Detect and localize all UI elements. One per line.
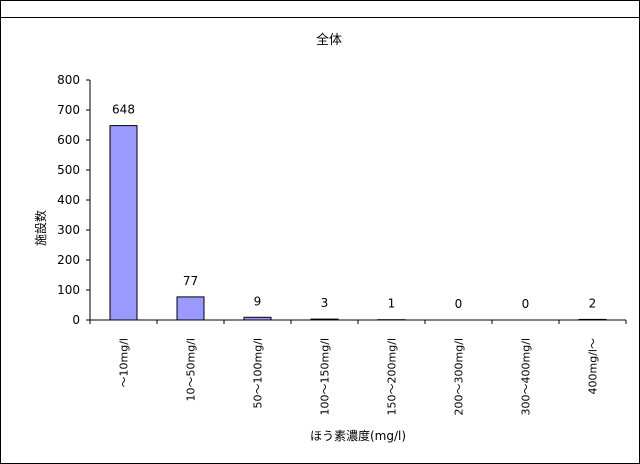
- y-tick-label: 700: [57, 103, 80, 117]
- x-axis-title: ほう素濃度(mg/l): [310, 428, 406, 443]
- bar: [578, 318, 607, 321]
- x-tick-label: 10～50mg/l: [185, 338, 198, 401]
- y-tick-label: 300: [57, 223, 80, 237]
- y-tick-label: 600: [57, 133, 80, 147]
- bar: [176, 296, 205, 321]
- data-label: 9: [254, 294, 262, 308]
- data-label: 1: [388, 297, 396, 311]
- y-tick-label: 200: [57, 253, 80, 267]
- x-tick-label: 50～100mg/l: [252, 338, 265, 408]
- y-tick-label: 400: [57, 193, 80, 207]
- data-label: 0: [522, 297, 530, 311]
- x-tick-label: 400mg/l～: [587, 338, 600, 394]
- x-tick-label: 100～150mg/l: [319, 338, 332, 415]
- data-label: 3: [321, 296, 329, 310]
- x-tick-label: 300～400mg/l: [520, 338, 533, 415]
- y-tick-label: 0: [72, 313, 80, 327]
- bar: [310, 318, 339, 321]
- y-axis-title: 施設数: [33, 210, 48, 246]
- y-axis-title-group: 施設数: [33, 210, 48, 246]
- top-divider: [0, 17, 640, 18]
- bar: [243, 316, 272, 321]
- data-label: 77: [183, 274, 198, 288]
- chart-title: 全体: [316, 32, 342, 48]
- data-label: 0: [455, 297, 463, 311]
- data-label: 2: [589, 296, 597, 310]
- x-tick-label: 200～300mg/l: [453, 338, 466, 415]
- bar: [109, 125, 138, 321]
- x-tick-label: ～10mg/l: [118, 338, 131, 387]
- data-label: 648: [112, 103, 135, 117]
- y-tick-label: 800: [57, 73, 80, 87]
- plot-area: 0100200300400500600700800648～10mg/l7710～…: [57, 73, 627, 415]
- y-tick-label: 100: [57, 283, 80, 297]
- x-tick-label: 150～200mg/l: [386, 338, 399, 415]
- y-tick-label: 500: [57, 163, 80, 177]
